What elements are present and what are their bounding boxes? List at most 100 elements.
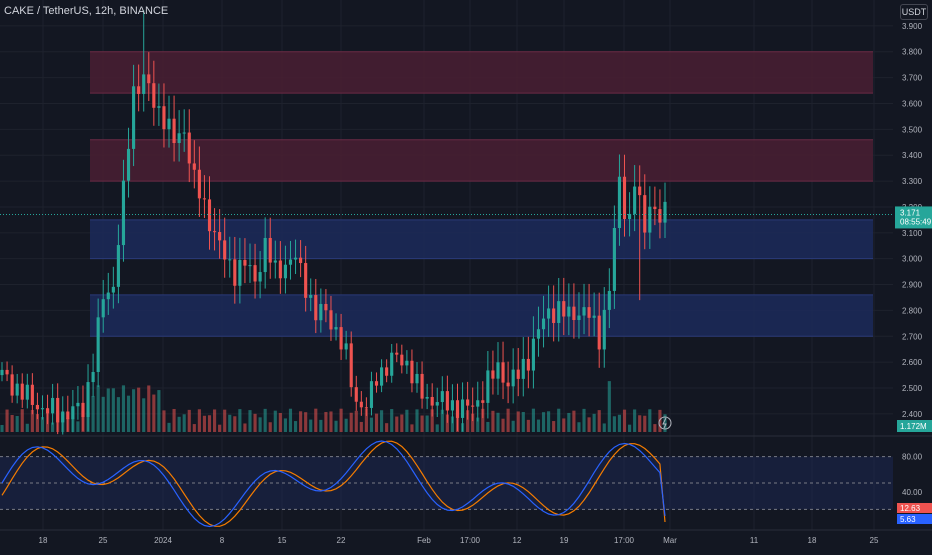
volume-bar <box>496 412 500 432</box>
candle <box>207 199 212 232</box>
candle <box>223 240 227 260</box>
volume-bar <box>40 417 45 432</box>
volume-bar <box>369 417 374 432</box>
volume-bar <box>258 417 262 432</box>
volume-bar <box>0 425 4 432</box>
volume-bar <box>35 414 39 432</box>
candle <box>526 358 530 371</box>
volume-bar <box>324 411 328 432</box>
candle <box>481 400 485 403</box>
price-tick-label: 2.800 <box>902 306 923 315</box>
volume-bar <box>172 408 176 432</box>
volume-bar <box>157 390 161 432</box>
volume-bar <box>516 411 520 432</box>
candle <box>121 180 126 246</box>
candle <box>653 206 657 210</box>
volume-bar <box>263 408 267 432</box>
volume-bar <box>400 414 404 432</box>
stoch-d-tag <box>897 503 932 513</box>
time-tick-label: 25 <box>870 536 879 545</box>
candle <box>405 360 409 366</box>
candle <box>309 295 313 298</box>
volume-bar <box>304 412 308 432</box>
candle <box>541 318 546 330</box>
time-tick-label: Feb <box>417 536 431 545</box>
candle <box>506 382 510 387</box>
volume-bar <box>612 416 616 432</box>
candle <box>329 310 333 330</box>
volume-bar <box>521 411 525 432</box>
volume-bar <box>268 422 272 432</box>
candle <box>283 264 287 279</box>
candle <box>354 387 358 402</box>
volume-bar <box>25 423 29 432</box>
candle <box>299 257 303 264</box>
volume-bar <box>425 415 429 432</box>
volume-bar <box>30 409 34 432</box>
volume-bar <box>587 417 591 432</box>
volume-bar <box>349 412 353 432</box>
price-tick-label: 3.800 <box>902 48 923 57</box>
stoch-k-tag <box>897 514 932 524</box>
zone-blue-2 <box>90 219 873 259</box>
candle <box>633 186 637 214</box>
current-price-label: 3.171 <box>900 208 921 217</box>
lightning-icon <box>658 416 672 430</box>
volume-bar <box>207 415 212 432</box>
volume-bar <box>526 419 530 432</box>
oscillator-tick-label: 40.00 <box>902 488 923 497</box>
volume-bar <box>435 424 439 432</box>
volume-bar <box>121 385 126 432</box>
candle <box>491 370 495 379</box>
volume-bar <box>334 420 338 432</box>
volume-bar <box>592 413 596 432</box>
oscillator-tick-label: 80.00 <box>902 453 923 462</box>
candle <box>395 352 399 355</box>
time-tick-label: 8 <box>220 536 225 545</box>
candle <box>10 374 14 396</box>
volume-bar <box>450 416 455 432</box>
candle <box>648 206 652 233</box>
candle <box>339 327 343 350</box>
volume-bar <box>511 420 515 432</box>
candle <box>430 396 434 406</box>
volume-bar <box>137 387 141 432</box>
volume-bar <box>481 408 485 432</box>
candle <box>86 382 90 418</box>
candle <box>617 176 622 228</box>
volume-bar <box>562 418 566 432</box>
volume-bar <box>339 408 343 432</box>
volume-bar <box>101 396 105 432</box>
volume-bar <box>273 410 277 432</box>
candle <box>263 237 267 273</box>
candle <box>587 307 591 318</box>
candle <box>197 169 201 199</box>
volume-bar <box>633 409 637 432</box>
zone-red-0 <box>90 51 873 94</box>
candle <box>597 315 601 350</box>
candle <box>91 372 95 383</box>
candle <box>314 295 318 321</box>
time-tick-label: 12 <box>513 536 522 545</box>
price-tick-label: 3.500 <box>902 125 923 134</box>
currency-button[interactable]: USDT <box>900 4 928 20</box>
time-tick-label: 17:00 <box>460 536 481 545</box>
volume-bar <box>329 411 333 432</box>
time-tick-label: 11 <box>750 536 759 545</box>
time-tick-label: 2024 <box>154 536 172 545</box>
candle <box>572 306 576 321</box>
candle <box>425 396 429 399</box>
candle <box>501 362 505 383</box>
candle <box>126 148 131 181</box>
candle <box>643 195 647 233</box>
candle <box>359 401 363 408</box>
candle <box>562 301 566 317</box>
candle <box>25 384 29 400</box>
candle <box>35 404 39 410</box>
candle <box>511 369 515 387</box>
lightning-icon <box>662 417 667 429</box>
candle <box>349 343 353 388</box>
candle <box>56 397 60 423</box>
